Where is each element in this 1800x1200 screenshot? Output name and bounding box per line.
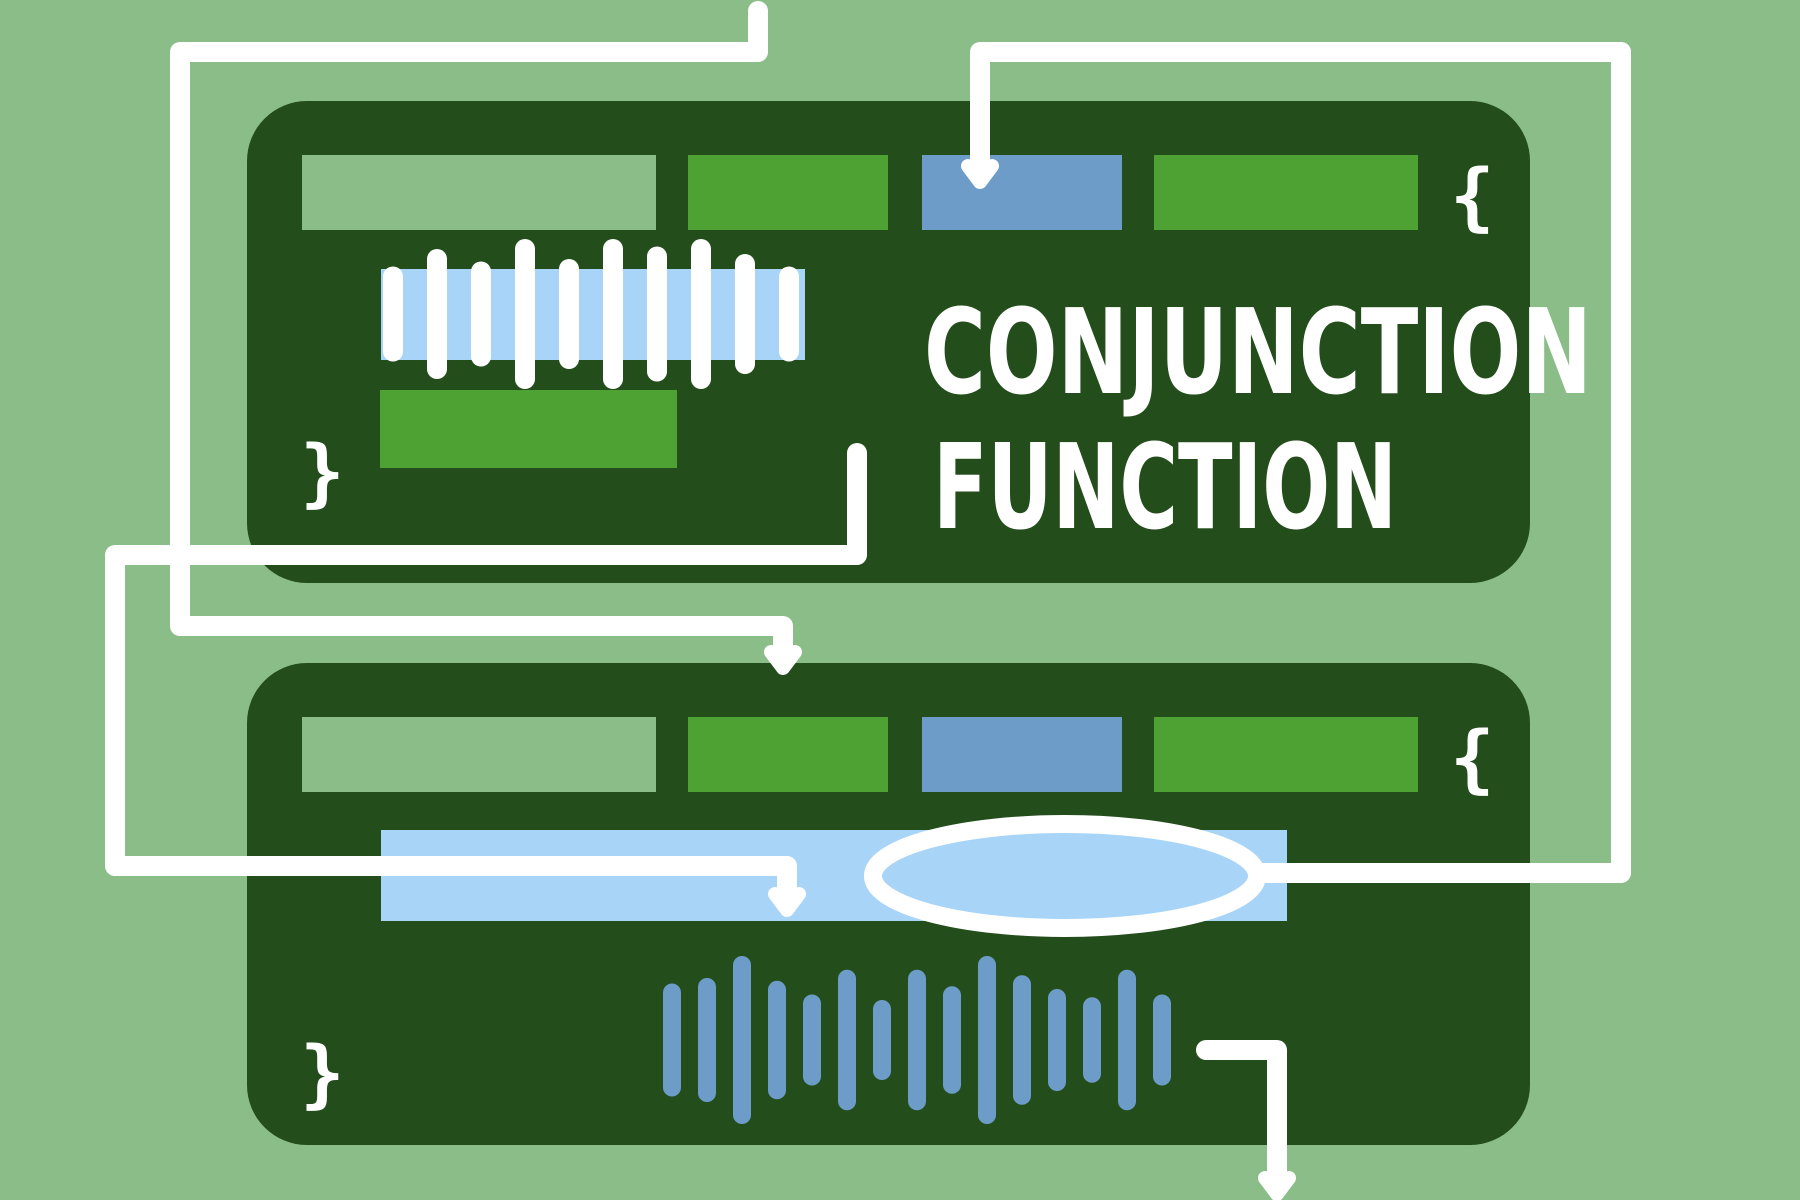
- bottom-block-pale: [302, 717, 656, 792]
- top-block-green-2: [1154, 155, 1418, 230]
- top-block-green-1: [688, 155, 888, 230]
- open-brace-icon: {: [1450, 716, 1495, 802]
- bottom-block-blue: [922, 717, 1122, 792]
- bottom-block-green-1: [688, 717, 888, 792]
- top-block-pale: [302, 155, 656, 230]
- top-block-blue: [922, 155, 1122, 230]
- close-brace-icon: }: [300, 1031, 345, 1117]
- title-line-1: CONJUNCTION: [924, 283, 1592, 421]
- bottom-block-green-2: [1154, 717, 1418, 792]
- title-line-2: FUNCTION: [933, 418, 1397, 556]
- ellipse-highlight-icon: [873, 824, 1257, 928]
- open-brace-icon: {: [1450, 154, 1495, 240]
- close-brace-icon: }: [300, 430, 345, 516]
- top-block-green-3: [380, 390, 677, 468]
